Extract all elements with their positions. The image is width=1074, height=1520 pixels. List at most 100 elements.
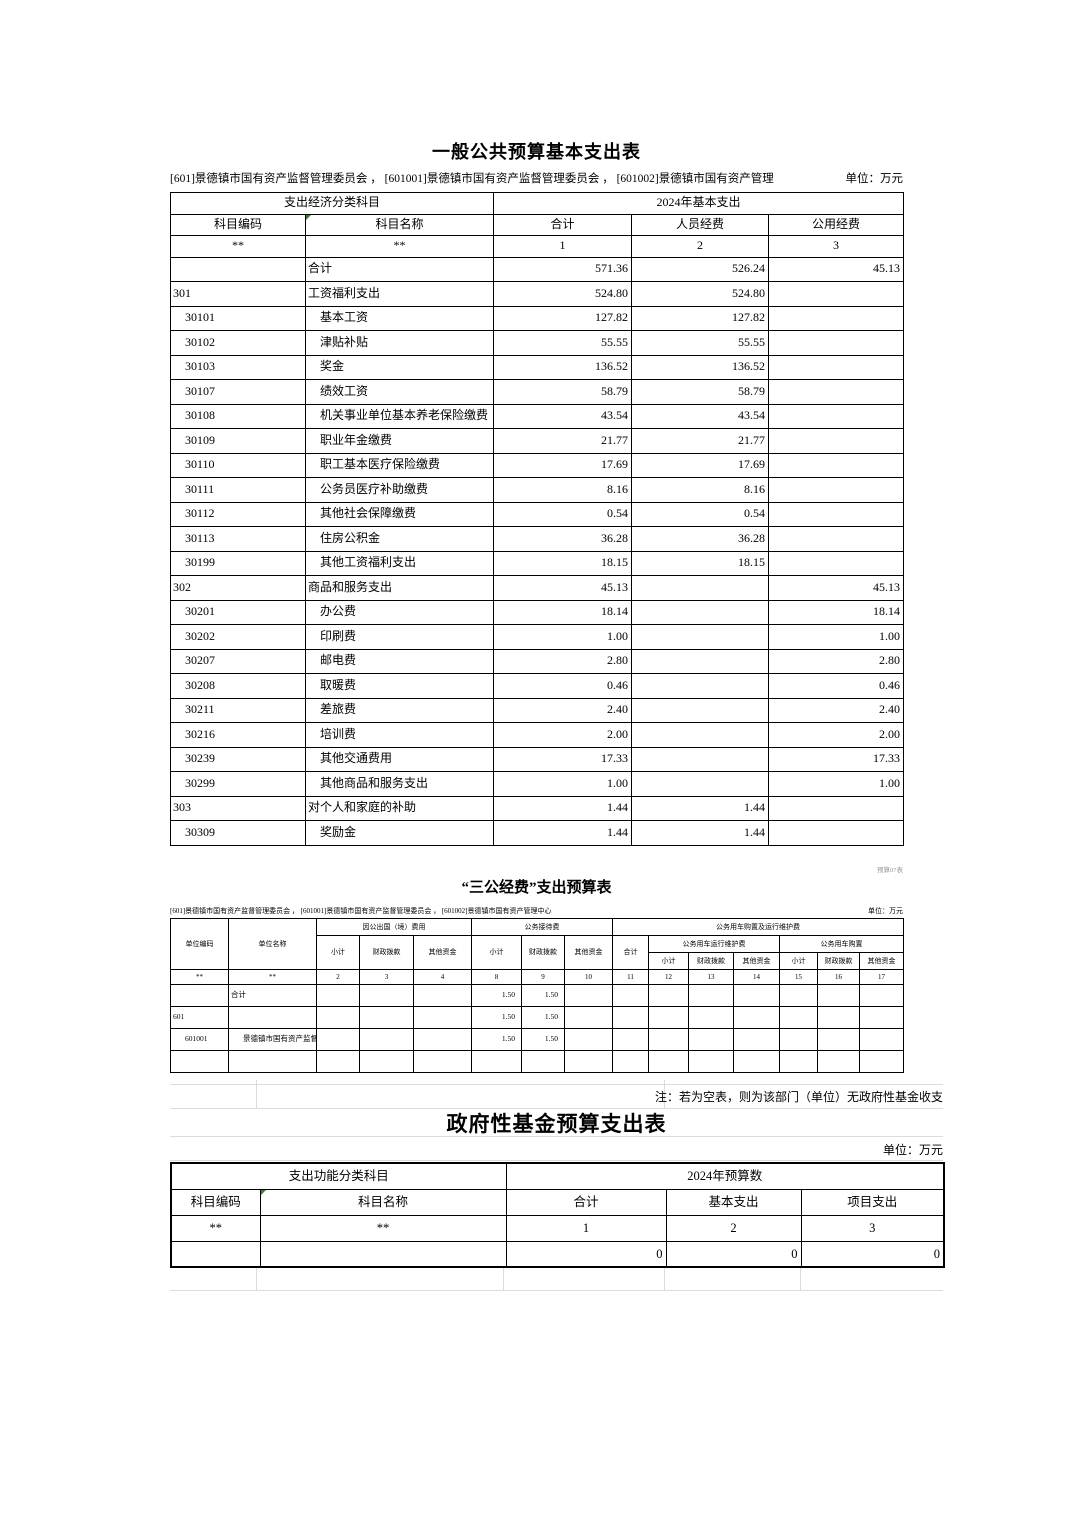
table-row: 30201 办公费 18.14 18.14 [170, 599, 905, 625]
table-row [170, 1050, 905, 1073]
grid-line [664, 1080, 665, 1108]
department-codes-line: [601]景德镇市国有资产监督管理委员会 ， [601001]景德镇市国有资产监… [170, 907, 552, 915]
unit-name-cell [228, 1050, 317, 1073]
public-funds-cell [768, 550, 905, 576]
subject-code-cell: 30111 [170, 477, 306, 503]
amount-cell [779, 1050, 819, 1073]
public-funds-cell: 45.13 [768, 256, 905, 282]
col-num: 3 [768, 235, 905, 258]
personnel-funds-header: 人员经费 [631, 213, 770, 236]
subtotal-header: 小计 [779, 952, 819, 970]
table-row: 302 商品和服务支出 45.13 45.13 [170, 575, 905, 601]
fiscal-appropriation-header: 财政拨款 [521, 935, 566, 970]
personnel-funds-cell: 21.77 [631, 428, 770, 454]
grid-line [170, 1290, 943, 1291]
subject-code-cell [170, 256, 306, 282]
table-row: 30199 其他工资福利支出 18.15 18.15 [170, 550, 905, 576]
grid-line [800, 1266, 801, 1290]
col-num: 15 [779, 969, 819, 985]
col-num: 1 [493, 235, 633, 258]
overseas-trips-group-header: 因公出国（境）费用 [315, 918, 473, 936]
total-cell: 17.69 [493, 452, 633, 478]
amount-cell [733, 984, 781, 1007]
amount-cell [521, 1050, 566, 1073]
subject-code-header: 科目编码 [170, 1188, 261, 1216]
table-row: 601001景德镇市国有资产监督管理委员会 1.501.50 [170, 1028, 905, 1051]
subject-name-cell: 其他商品和服务支出 [304, 771, 495, 797]
three-public-table-title: “三公经费”支出预算表 [461, 880, 612, 896]
amount-cell [316, 984, 360, 1007]
total-cell: 524.80 [493, 281, 633, 307]
subject-name-cell: 办公费 [304, 599, 495, 625]
three-public-table-body: 合计1.501.506011.501.50601001景德镇市国有资产监督管理委… [170, 984, 905, 1073]
general-budget-table-header: 支出经济分类科目 2024年基本支出 科目编码 科目名称 合计 人员经费 公用经… [169, 192, 905, 258]
unit-label: 单位：万元 [845, 173, 904, 185]
total-cell: 1.44 [493, 820, 633, 846]
amount-cell: 1.50 [521, 1028, 566, 1051]
amount-cell [733, 1050, 781, 1073]
header-number-row: ** ** 1 2 3 [170, 235, 905, 258]
public-funds-header: 公用经费 [768, 213, 905, 236]
grid-line [256, 1266, 257, 1290]
total-cell: 2.40 [493, 697, 633, 723]
subject-name-cell: 工资福利支出 [304, 281, 495, 307]
public-funds-cell [768, 330, 905, 356]
col-num: 9 [521, 969, 566, 985]
grid-line [664, 1266, 665, 1290]
personnel-funds-cell [631, 771, 770, 797]
vehicles-total-header: 合计 [612, 935, 650, 970]
basic-expenditure-header: 基本支出 [665, 1188, 802, 1216]
subject-code-cell: 30202 [170, 624, 306, 650]
public-funds-cell [768, 428, 905, 454]
public-funds-cell [768, 379, 905, 405]
amount-cell [612, 1028, 650, 1051]
amount-cell [779, 984, 819, 1007]
public-funds-cell [768, 477, 905, 503]
col-num: 12 [648, 969, 690, 985]
subject-name-cell: 差旅费 [304, 697, 495, 723]
total-cell: 0.54 [493, 501, 633, 527]
total-cell: 58.79 [493, 379, 633, 405]
amount-cell [817, 1006, 861, 1029]
subject-name-cell: 对个人和家庭的补助 [304, 795, 495, 821]
governmental-funds-section: 注：若为空表，则为该部门（单位）无政府性基金收支 政府性基金预算支出表 单位：万… [170, 1080, 946, 1295]
subtotal-header: 小计 [648, 952, 690, 970]
subject-code-cell: 30201 [170, 599, 306, 625]
amount-cell [688, 1050, 735, 1073]
unit-name-cell: 景德镇市国有资产监督管理委员会 [228, 1028, 317, 1051]
amount-cell [564, 984, 614, 1007]
amount-cell [316, 1050, 360, 1073]
total-cell: 8.16 [493, 477, 633, 503]
amount-cell [733, 1006, 781, 1029]
other-funds-header: 其他资金 [564, 935, 614, 970]
amount-cell [612, 984, 650, 1007]
col-num: ** [304, 235, 495, 258]
subject-name-header: 科目名称 [304, 213, 495, 236]
personnel-funds-cell [631, 746, 770, 772]
subject-name-cell: 机关事业单位基本养老保险缴费 [304, 403, 495, 429]
general-budget-table-title: 一般公共预算基本支出表 [432, 142, 641, 162]
subject-code-cell: 30101 [170, 305, 306, 331]
total-cell: 2.80 [493, 648, 633, 674]
governmental-funds-table-header: 支出功能分类科目 2024年预算数 科目编码 科目名称 合计 基本支出 项目支出… [170, 1162, 945, 1242]
table-row: 30107 绩效工资 58.79 58.79 [170, 379, 905, 405]
col-num: 3 [800, 1214, 945, 1242]
amount-cell [612, 1006, 650, 1029]
subject-name-cell: 培训费 [304, 722, 495, 748]
col-num: 16 [817, 969, 861, 985]
public-funds-cell: 45.13 [768, 575, 905, 601]
public-funds-cell: 2.80 [768, 648, 905, 674]
table-row: 30101 基本工资 127.82 127.82 [170, 305, 905, 331]
public-funds-cell [768, 501, 905, 527]
project-expenditure-cell: 0 [800, 1240, 945, 1268]
table-row: 30299 其他商品和服务支出 1.00 1.00 [170, 771, 905, 797]
subject-code-cell: 30207 [170, 648, 306, 674]
unit-code-header: 单位编码 [170, 918, 229, 970]
total-cell: 21.77 [493, 428, 633, 454]
public-funds-cell [768, 452, 905, 478]
table-row: 30111 公务员医疗补助缴费 8.16 8.16 [170, 477, 905, 503]
subject-name-cell: 奖金 [304, 354, 495, 380]
table-row: 合计 571.36 526.24 45.13 [170, 256, 905, 282]
table-row: 30207 邮电费 2.80 2.80 [170, 648, 905, 674]
personnel-funds-cell: 1.44 [631, 820, 770, 846]
